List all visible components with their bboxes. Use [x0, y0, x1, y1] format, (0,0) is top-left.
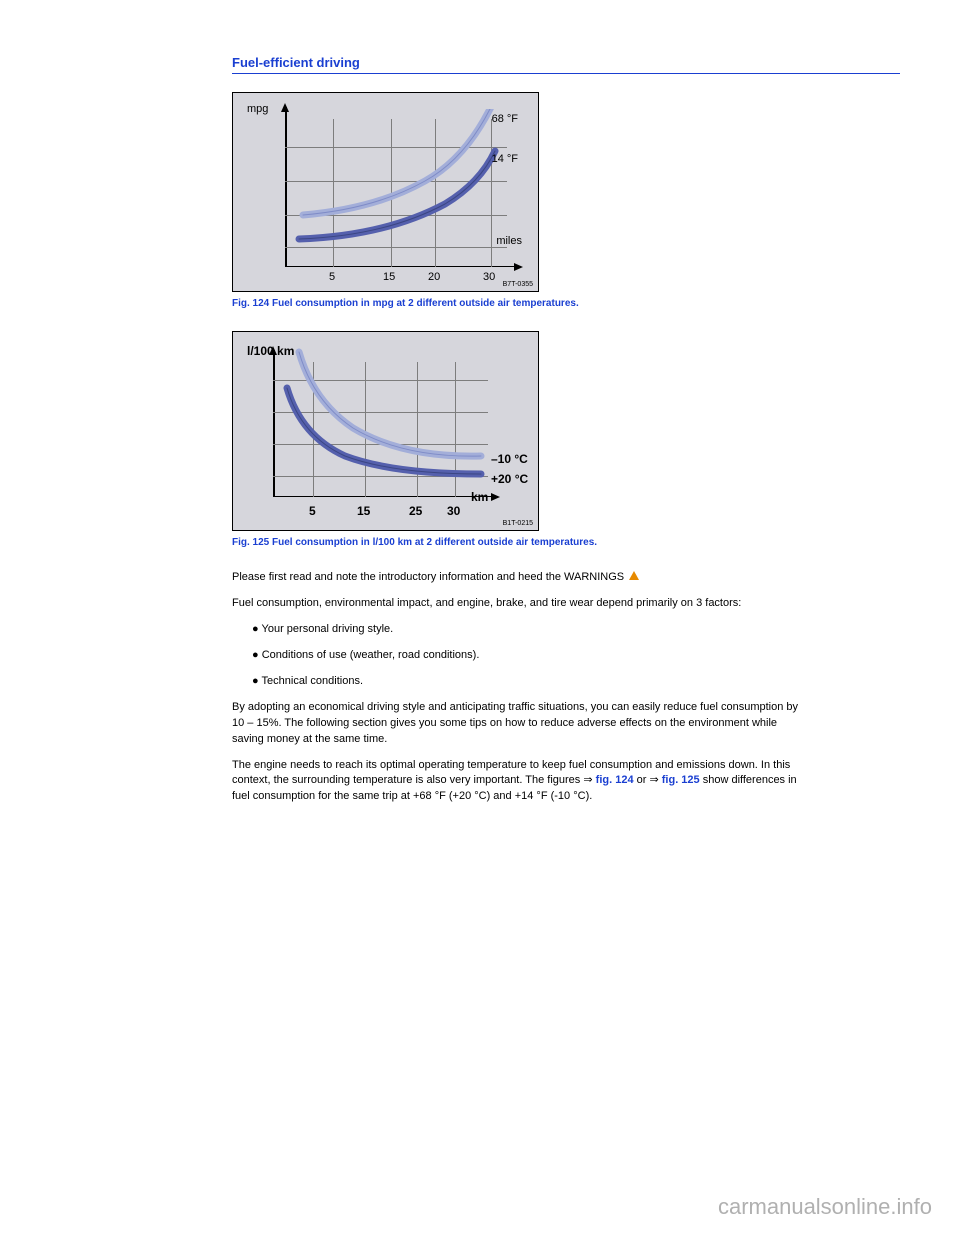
gridline [285, 247, 507, 248]
gridline [285, 215, 507, 216]
intro-paragraph: Please first read and note the introduct… [232, 570, 802, 586]
y-axis [285, 107, 287, 267]
gridline [285, 181, 507, 182]
x-tick: 5 [329, 271, 335, 283]
gridline [455, 362, 456, 497]
bullet-item: ● Conditions of use (weather, road condi… [232, 648, 802, 664]
gridline [313, 362, 314, 497]
figure-link[interactable]: fig. 124 [596, 774, 634, 786]
chart-grid [285, 119, 507, 267]
paragraph: By adopting an economical driving style … [232, 700, 802, 748]
x-tick: 15 [357, 504, 370, 518]
curve-label: 14 °F [492, 153, 518, 165]
warning-icon [629, 571, 639, 580]
curve-neg10c [273, 346, 503, 506]
gridline [391, 119, 392, 267]
x-axis-label: km [471, 490, 488, 504]
gridline [285, 147, 507, 148]
x-tick: 15 [383, 271, 395, 283]
section-title: Fuel-efficient driving [232, 55, 900, 70]
x-axis [273, 496, 498, 498]
curve-14f [285, 109, 515, 269]
arrow-right-icon [514, 263, 523, 271]
divider [232, 73, 900, 74]
y-axis [273, 350, 275, 497]
arrow-right-icon [491, 493, 500, 501]
y-axis-label: mpg [247, 103, 268, 115]
image-id: B1T-0215 [503, 520, 533, 527]
image-id: B7T-0355 [503, 281, 533, 288]
watermark: carmanualsonline.info [718, 1194, 932, 1220]
curve-label: –10 °C [491, 452, 528, 466]
bullet-item: ● Your personal driving style. [232, 622, 802, 638]
paragraph: The engine needs to reach its optimal op… [232, 758, 802, 806]
gridline [365, 362, 366, 497]
figure-link[interactable]: fig. 125 [662, 774, 700, 786]
curve-label: 68 °F [492, 113, 518, 125]
x-axis-label: miles [496, 235, 522, 247]
x-tick: 30 [447, 504, 460, 518]
text: Technical conditions. [262, 675, 364, 687]
x-axis [285, 266, 519, 268]
text: or [634, 774, 650, 786]
gridline [333, 119, 334, 267]
paragraph: Fuel consumption, environmental impact, … [232, 596, 802, 612]
chart-grid [273, 362, 488, 497]
bullet-item: ● Technical conditions. [232, 674, 802, 690]
y-axis-label: l/100 km [247, 344, 294, 358]
figure-caption: Fig. 125 Fuel consumption in l/100 km at… [232, 537, 752, 548]
curve-label: +20 °C [491, 472, 528, 486]
gridline [417, 362, 418, 497]
chart-mpg: mpg 68 °F 14 °F miles 5 15 20 30 B7T-035… [232, 92, 539, 292]
arrow-up-icon [281, 103, 289, 112]
page-content: Fuel-efficient driving [0, 0, 960, 805]
text: Conditions of use (weather, road conditi… [262, 649, 480, 661]
text: Your personal driving style. [262, 623, 394, 635]
gridline [435, 119, 436, 267]
figure-caption: Fig. 124 Fuel consumption in mpg at 2 di… [232, 298, 752, 309]
x-tick: 5 [309, 504, 316, 518]
gridline [491, 119, 492, 267]
x-tick: 25 [409, 504, 422, 518]
x-tick: 20 [428, 271, 440, 283]
chart-l100km: l/100 km –10 °C +20 °C km 5 15 25 30 B1T… [232, 331, 539, 531]
x-tick: 30 [483, 271, 495, 283]
text: Please first read and note the introduct… [232, 571, 627, 583]
curve-pos20c [273, 346, 503, 506]
curve-68f [285, 109, 515, 269]
